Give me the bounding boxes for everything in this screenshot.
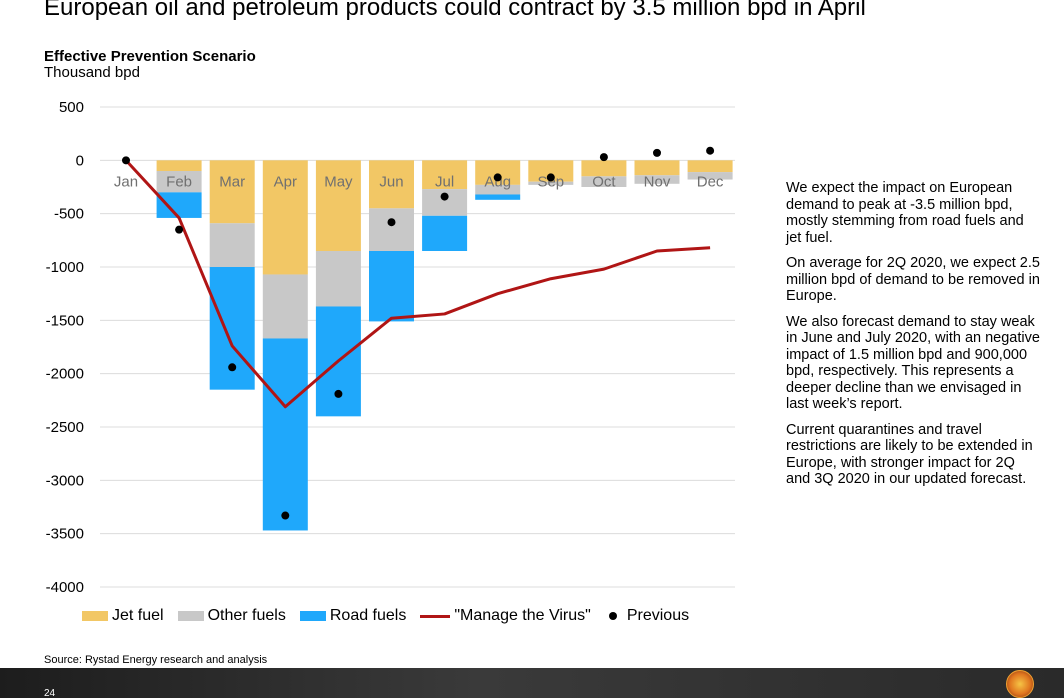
y-tick-label: -3000 — [46, 472, 84, 489]
bar-segment — [369, 251, 414, 322]
bar-segment — [422, 215, 468, 251]
x-tick-label: Jul — [435, 173, 454, 190]
legend-label: "Manage the Virus" — [454, 607, 591, 624]
bar-segment — [581, 160, 627, 177]
previous-point — [599, 153, 608, 162]
stacked-bar-chart: 500 0 -500 -1000 -1500 -2000 -2500 -3000 -3500 -4… — [46, 99, 735, 596]
y-tick-label: -1000 — [46, 259, 84, 276]
x-tick-label: Nov — [644, 173, 671, 190]
y-tick-label: -3500 — [46, 526, 84, 543]
commentary-paragraph: We also forecast demand to stay weak in … — [786, 313, 1040, 413]
bar-segment — [528, 160, 574, 182]
previous-point — [493, 173, 502, 182]
legend-swatch — [420, 614, 451, 618]
bar-segment — [475, 194, 521, 200]
footer-bar — [0, 668, 1064, 698]
unit-label: Thousand bpd — [44, 64, 140, 81]
bar-segment — [475, 184, 521, 195]
chart-title: European oil and petroleum products coul… — [44, 0, 866, 21]
bar-segment — [156, 171, 202, 193]
chart-legend: Jet fuel Other fuels Road fuels "Manage the… — [82, 606, 703, 626]
bar-segment — [315, 251, 361, 307]
commentary-paragraph: On average for 2Q 2020, we expect 2.5 mi… — [786, 255, 1040, 304]
y-tick-label: -1500 — [46, 312, 84, 329]
x-tick-label: Mar — [219, 173, 245, 190]
previous-point — [706, 146, 715, 155]
previous-point — [440, 192, 449, 201]
legend-swatch — [177, 611, 204, 621]
bar-segment — [156, 160, 202, 171]
bar-segment — [581, 176, 627, 187]
y-tick-label: -2500 — [46, 419, 84, 436]
x-tick-label: Feb — [166, 173, 192, 190]
legend-item: Road fuels — [299, 607, 407, 625]
company-logo — [1006, 670, 1034, 698]
legend-swatch — [608, 612, 617, 620]
source-note: Source: Rystad Energy research and analy… — [44, 654, 268, 666]
series-line-manage-the-virus — [124, 159, 711, 409]
bar-segment — [634, 160, 680, 176]
legend-label: Jet fuel — [112, 607, 164, 624]
bar-segment — [369, 160, 414, 209]
bar-segment — [156, 192, 202, 218]
bar-segment — [687, 160, 733, 173]
x-tick-label: May — [324, 173, 353, 190]
bar-segment — [528, 181, 574, 185]
x-tick-label: Sep — [537, 173, 564, 190]
legend-item: Previous — [605, 607, 689, 625]
chart-subtitle: Effective Prevention Scenario — [44, 48, 256, 65]
x-tick-label: Apr — [274, 173, 297, 190]
previous-point — [546, 173, 555, 182]
previous-point — [387, 218, 396, 227]
bar-segment — [209, 160, 255, 224]
commentary-paragraph: We expect the impact on European demand … — [786, 180, 1024, 246]
legend-label: Other fuels — [207, 607, 286, 624]
y-tick-label: -2000 — [46, 366, 84, 383]
previous-point — [334, 389, 343, 398]
previous-point — [653, 148, 661, 157]
bar-segment — [634, 175, 680, 184]
bar-segment — [262, 274, 308, 339]
bar-segment — [262, 160, 308, 275]
commentary-panel: We expect the impact on European demand … — [786, 180, 1042, 497]
x-tick-label: Jan — [114, 173, 138, 190]
legend-item: Jet fuel — [82, 607, 164, 625]
legend-label: Previous — [626, 607, 690, 624]
previous-point — [228, 363, 237, 372]
page-number: 24 — [44, 688, 56, 699]
y-tick-label: -500 — [54, 206, 84, 223]
x-tick-label: Oct — [592, 173, 616, 190]
y-tick-label: 0 — [76, 152, 84, 169]
bar-segment — [422, 160, 468, 190]
legend-swatch — [299, 611, 326, 621]
bar-segment — [262, 338, 308, 531]
legend-label: Road fuels — [329, 607, 407, 624]
bar-segment — [369, 208, 414, 251]
x-tick-label: Jun — [379, 173, 403, 190]
bar-segment — [315, 160, 361, 251]
x-tick-label: Aug — [484, 173, 511, 190]
previous-point — [281, 511, 290, 520]
bar-segment — [209, 223, 255, 267]
legend-swatch — [82, 611, 108, 621]
bar-segment — [687, 172, 733, 180]
previous-point — [122, 156, 130, 165]
x-tick-label: Dec — [697, 173, 724, 190]
legend-item: Other fuels — [177, 607, 286, 625]
y-tick-label: 500 — [59, 99, 84, 116]
previous-point — [175, 225, 184, 234]
commentary-paragraph: Current quarantines and travel restricti… — [786, 421, 1033, 488]
y-tick-label: -4000 — [46, 579, 84, 596]
legend-item: "Manage the Virus" — [420, 607, 591, 625]
